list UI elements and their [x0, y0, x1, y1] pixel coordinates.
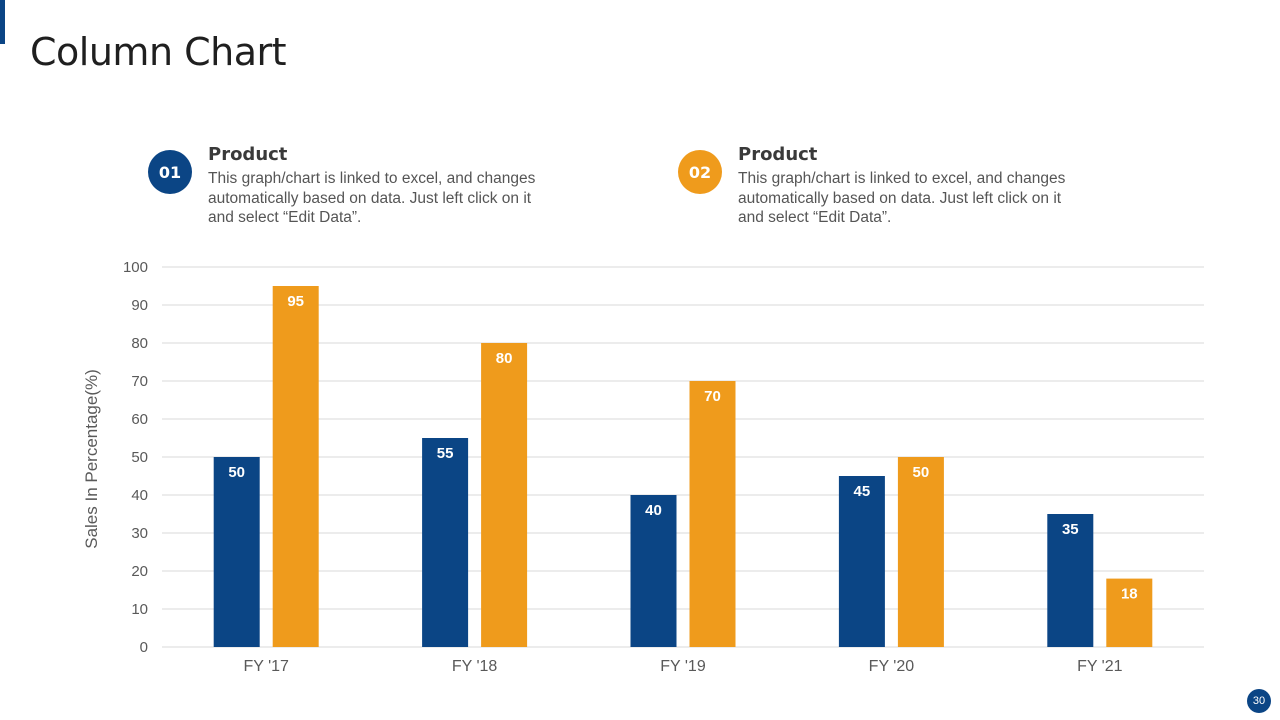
legend-item-01: 01 Product This graph/chart is linked to…	[148, 142, 535, 232]
bar-product-01[interactable]	[838, 476, 885, 647]
page-title: Column Chart	[30, 30, 287, 74]
bar-product-01[interactable]	[630, 495, 677, 647]
y-tick-label: 60	[131, 411, 148, 428]
y-tick-label: 50	[131, 449, 148, 466]
y-axis-label: Sales In Percentage(%)	[82, 369, 101, 549]
page-number-badge: 30	[1247, 689, 1271, 713]
bar-product-02[interactable]	[1106, 578, 1153, 647]
x-tick-label: FY '20	[869, 658, 915, 675]
y-tick-label: 70	[131, 373, 148, 390]
title-accent-bar	[0, 0, 5, 44]
y-tick-label: 20	[131, 563, 148, 580]
x-tick-label: FY '21	[1077, 658, 1123, 675]
data-label: 80	[496, 350, 513, 367]
bar-product-01[interactable]	[1047, 514, 1094, 647]
legend-item-02: 02 Product This graph/chart is linked to…	[678, 142, 1065, 232]
bar-product-01[interactable]	[422, 438, 469, 647]
x-tick-label: FY '18	[452, 658, 498, 675]
y-tick-label: 10	[131, 601, 148, 618]
data-label: 95	[287, 293, 304, 310]
legend-heading: Product	[738, 144, 818, 165]
data-label: 70	[704, 388, 721, 405]
legend-description: This graph/chart is linked to excel, and…	[208, 170, 536, 226]
data-label: 18	[1121, 586, 1138, 603]
y-tick-label: 80	[131, 335, 148, 352]
y-tick-label: 100	[123, 259, 148, 276]
x-tick-label: FY '17	[243, 658, 289, 675]
y-tick-label: 0	[140, 639, 148, 656]
bar-product-02[interactable]	[272, 286, 319, 647]
bar-product-02[interactable]	[481, 343, 528, 647]
data-label: 35	[1062, 521, 1079, 538]
legend-description: This graph/chart is linked to excel, and…	[738, 170, 1066, 226]
legend-number-badge: 01	[148, 150, 192, 194]
legend-number-badge: 02	[678, 150, 722, 194]
data-label: 50	[913, 464, 930, 481]
x-tick-label: FY '19	[660, 658, 706, 675]
bar-product-02[interactable]	[689, 381, 736, 647]
data-label: 40	[645, 502, 662, 519]
legend-heading: Product	[208, 144, 288, 165]
y-tick-label: 40	[131, 487, 148, 504]
data-label: 45	[854, 483, 871, 500]
bar-product-01[interactable]	[213, 457, 260, 647]
y-tick-label: 30	[131, 525, 148, 542]
bar-product-02[interactable]	[897, 457, 944, 647]
data-label: 55	[437, 445, 454, 462]
data-label: 50	[228, 464, 245, 481]
y-tick-label: 90	[131, 297, 148, 314]
